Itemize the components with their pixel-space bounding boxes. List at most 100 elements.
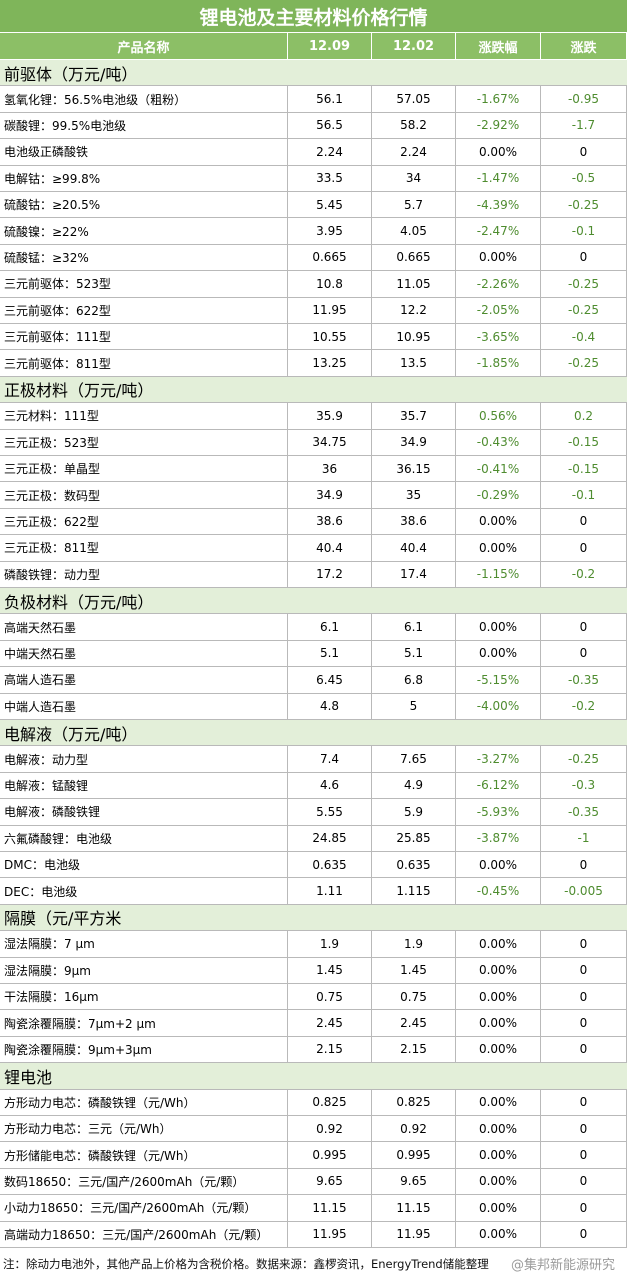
section-header: 前驱体（万元/吨） [0,60,627,87]
price-cell: -5.93% [456,799,541,826]
product-name: 三元前驱体：111型 [0,324,288,351]
price-cell: 0.00% [456,1116,541,1143]
price-cell: -0.1 [541,218,627,245]
product-name: 六氟磷酸锂：电池级 [0,825,288,852]
price-cell: 33.5 [288,165,372,192]
product-name: 小动力18650：三元/国产/2600mAh（元/颗） [0,1195,288,1222]
price-cell: 0.75 [288,984,372,1011]
price-cell: 17.2 [288,561,372,588]
price-cell: 6.1 [288,614,372,641]
product-name: 氢氧化锂：56.5%电池级（粗粉） [0,86,288,113]
price-cell: 0 [541,984,627,1011]
product-name: 三元正极：622型 [0,508,288,536]
price-cell: 1.45 [288,957,372,984]
price-cell: 25.85 [372,825,456,852]
product-name: 三元正极：单晶型 [0,456,288,483]
price-cell: 2.15 [288,1036,372,1064]
price-cell: 0.00% [456,1142,541,1169]
price-cell: 5.9 [372,799,456,826]
product-name: 磷酸铁锂：动力型 [0,561,288,588]
price-cell: 34.75 [288,429,372,456]
product-name: DEC：电池级 [0,878,288,905]
price-cell: 13.5 [372,350,456,377]
product-name: 湿法隔膜：7 μm [0,931,288,958]
price-cell: 0 [541,535,627,562]
price-cell: -0.3 [541,772,627,800]
price-cell: 0.995 [372,1142,456,1169]
price-cell: -2.05% [456,297,541,324]
price-cell: -4.00% [456,693,541,720]
product-name: 三元前驱体：622型 [0,297,288,324]
price-cell: 0 [541,244,627,272]
product-name: 高端人造石墨 [0,667,288,694]
price-cell: -1.85% [456,350,541,377]
product-name: 中端天然石墨 [0,640,288,668]
product-name: 高端天然石墨 [0,614,288,641]
price-cell: 1.11 [288,878,372,905]
product-name: 数码18650：三元/国产/2600mAh（元/颗） [0,1168,288,1196]
product-name: 电解液：锰酸锂 [0,772,288,800]
price-cell: 2.15 [372,1036,456,1064]
price-cell: 0 [541,1168,627,1196]
product-name: 陶瓷涂覆隔膜：7μm+2 μm [0,1010,288,1037]
price-cell: -0.25 [541,192,627,219]
price-cell: 34.9 [372,429,456,456]
price-cell: -5.15% [456,667,541,694]
price-cell: -0.005 [541,878,627,905]
price-cell: -3.27% [456,746,541,773]
price-cell: -0.4 [541,324,627,351]
price-cell: 0.825 [288,1089,372,1116]
price-cell: 56.1 [288,86,372,113]
product-name: 方形动力电芯：磷酸铁锂（元/Wh） [0,1089,288,1116]
price-cell: 3.95 [288,218,372,245]
product-name: 三元正极：811型 [0,535,288,562]
price-cell: 5.55 [288,799,372,826]
price-cell: 2.45 [372,1010,456,1037]
product-name: 湿法隔膜：9μm [0,957,288,984]
price-cell: 1.115 [372,878,456,905]
price-cell: 35 [372,482,456,509]
price-cell: 0.00% [456,1089,541,1116]
price-cell: 0.00% [456,640,541,668]
price-cell: 0 [541,852,627,879]
product-name: 方形动力电芯：三元（元/Wh） [0,1116,288,1143]
section-header: 隔膜（元/平方米 [0,904,627,932]
price-cell: 0 [541,1195,627,1222]
price-cell: 11.95 [288,1221,372,1248]
price-cell: 5.45 [288,192,372,219]
price-cell: 0.56% [456,403,541,430]
price-cell: 0 [541,931,627,958]
price-cell: 0 [541,1221,627,1248]
price-cell: -2.26% [456,271,541,298]
price-cell: 0.00% [456,614,541,641]
price-cell: 0.00% [456,508,541,536]
price-cell: 0 [541,1010,627,1037]
product-name: 硫酸钴：≥20.5% [0,192,288,219]
price-cell: 11.05 [372,271,456,298]
product-name: 中端人造石墨 [0,693,288,720]
price-cell: 5.1 [372,640,456,668]
price-cell: -1.47% [456,165,541,192]
price-cell: -6.12% [456,772,541,800]
watermark: @集邦新能源研究 [510,1258,615,1273]
price-cell: 35.9 [288,403,372,430]
price-cell: 17.4 [372,561,456,588]
price-cell: 0.00% [456,1010,541,1037]
price-cell: 11.15 [372,1195,456,1222]
product-name: 电解液：动力型 [0,746,288,773]
price-cell: 5.1 [288,640,372,668]
price-cell: -0.25 [541,271,627,298]
price-cell: 11.95 [372,1221,456,1248]
price-cell: 0.995 [288,1142,372,1169]
price-cell: -0.1 [541,482,627,509]
price-cell: -3.65% [456,324,541,351]
product-name: 电池级正磷酸铁 [0,139,288,166]
price-cell: -0.25 [541,746,627,773]
product-name: 三元前驱体：811型 [0,350,288,377]
price-cell: 9.65 [288,1168,372,1196]
price-cell: -0.25 [541,297,627,324]
price-cell: -0.45% [456,878,541,905]
price-cell: -0.15 [541,456,627,483]
price-cell: -0.15 [541,429,627,456]
price-cell: 9.65 [372,1168,456,1196]
